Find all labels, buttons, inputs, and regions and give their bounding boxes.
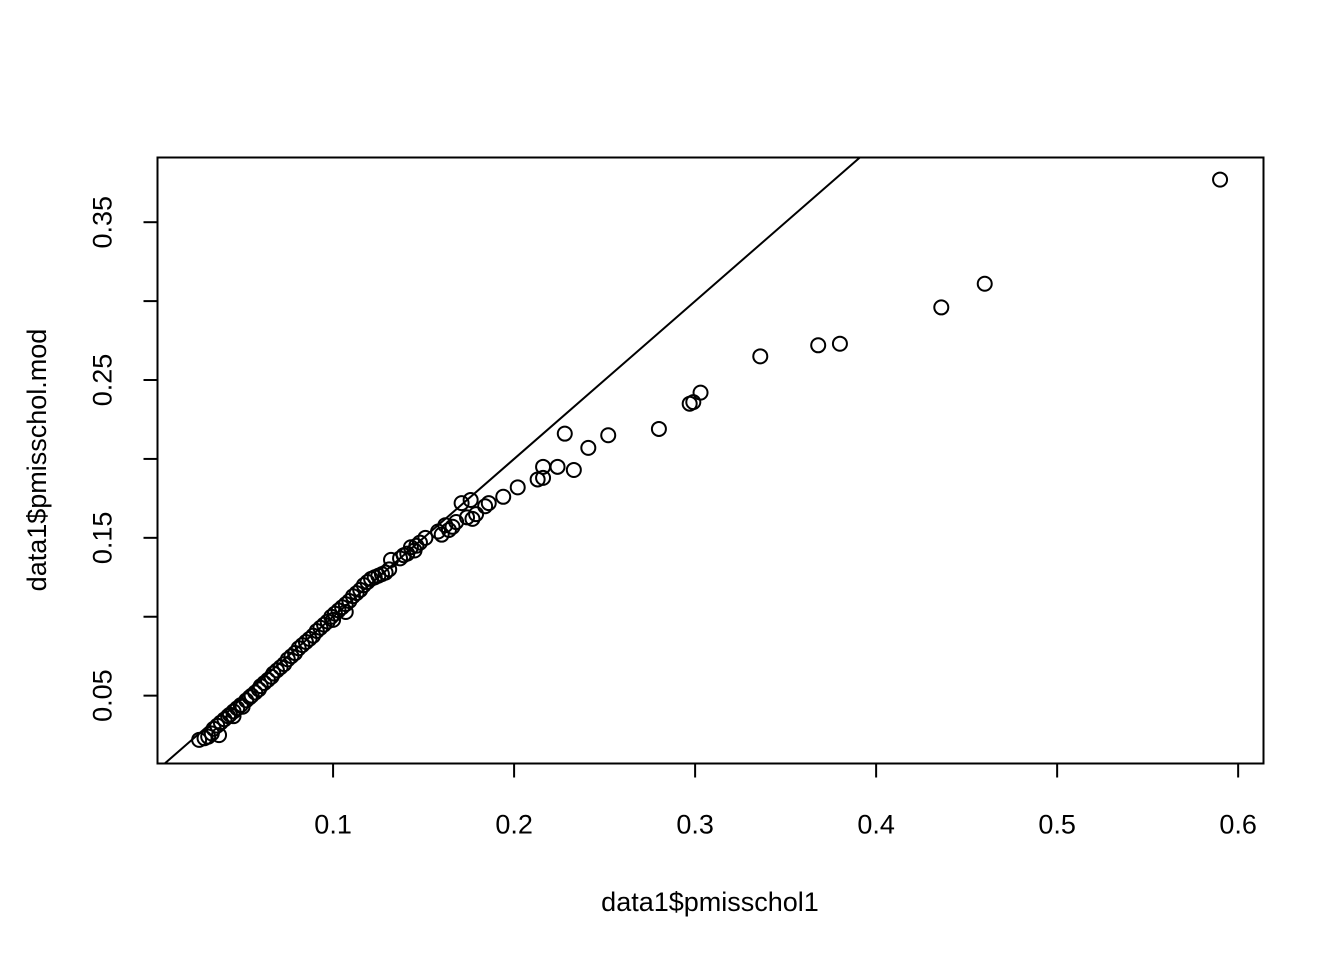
data-point xyxy=(650,420,667,437)
x-tick-label: 0.3 xyxy=(676,810,714,840)
data-point xyxy=(549,458,566,475)
data-point xyxy=(580,439,597,456)
data-point xyxy=(216,711,233,728)
data-point xyxy=(509,479,526,496)
data-point xyxy=(535,469,552,486)
data-point xyxy=(752,348,769,365)
data-point xyxy=(437,517,454,534)
data-point xyxy=(337,604,354,620)
plot-area-frame xyxy=(156,156,1265,765)
data-point xyxy=(468,506,485,523)
data-points xyxy=(191,171,1229,748)
data-point xyxy=(565,461,582,478)
data-point xyxy=(381,561,398,578)
x-tick-label: 0.2 xyxy=(495,810,533,840)
data-point xyxy=(692,384,709,401)
data-point xyxy=(444,518,461,535)
data-point xyxy=(495,488,512,505)
data-point xyxy=(480,495,497,512)
y-axis-title: data1$pmisschol.mod xyxy=(22,329,52,592)
x-tick-label: 0.4 xyxy=(857,810,895,840)
x-tick-label: 0.6 xyxy=(1219,810,1257,840)
data-point xyxy=(238,692,255,709)
y-tick-label: 0.35 xyxy=(88,196,118,249)
y-axis: 0.05 0.15 0.25 0.35 xyxy=(88,196,159,722)
data-point xyxy=(453,495,470,512)
data-point xyxy=(411,534,428,551)
data-point xyxy=(417,529,434,546)
y-tick-label: 0.05 xyxy=(88,669,118,722)
x-tick-label: 0.1 xyxy=(314,810,352,840)
x-axis: 0.1 0.2 0.3 0.4 0.5 0.6 xyxy=(314,762,1257,840)
data-point xyxy=(933,299,950,316)
data-point xyxy=(408,537,425,554)
data-point xyxy=(462,491,479,508)
data-point xyxy=(225,708,242,725)
data-point xyxy=(232,697,249,714)
data-point xyxy=(241,689,258,706)
data-point xyxy=(600,427,617,444)
data-point xyxy=(220,708,237,725)
x-tick-label: 0.5 xyxy=(1038,810,1076,840)
data-point xyxy=(477,498,494,515)
data-point xyxy=(810,337,827,354)
y-tick-label: 0.15 xyxy=(88,512,118,565)
data-point xyxy=(1212,171,1229,188)
data-point xyxy=(464,510,481,527)
x-axis-title: data1$pmisschol1 xyxy=(601,887,819,917)
data-point xyxy=(831,335,848,352)
data-point xyxy=(325,611,342,628)
data-point xyxy=(976,275,993,292)
y-tick-label: 0.25 xyxy=(88,354,118,407)
data-point xyxy=(200,728,217,745)
data-point xyxy=(556,425,573,442)
